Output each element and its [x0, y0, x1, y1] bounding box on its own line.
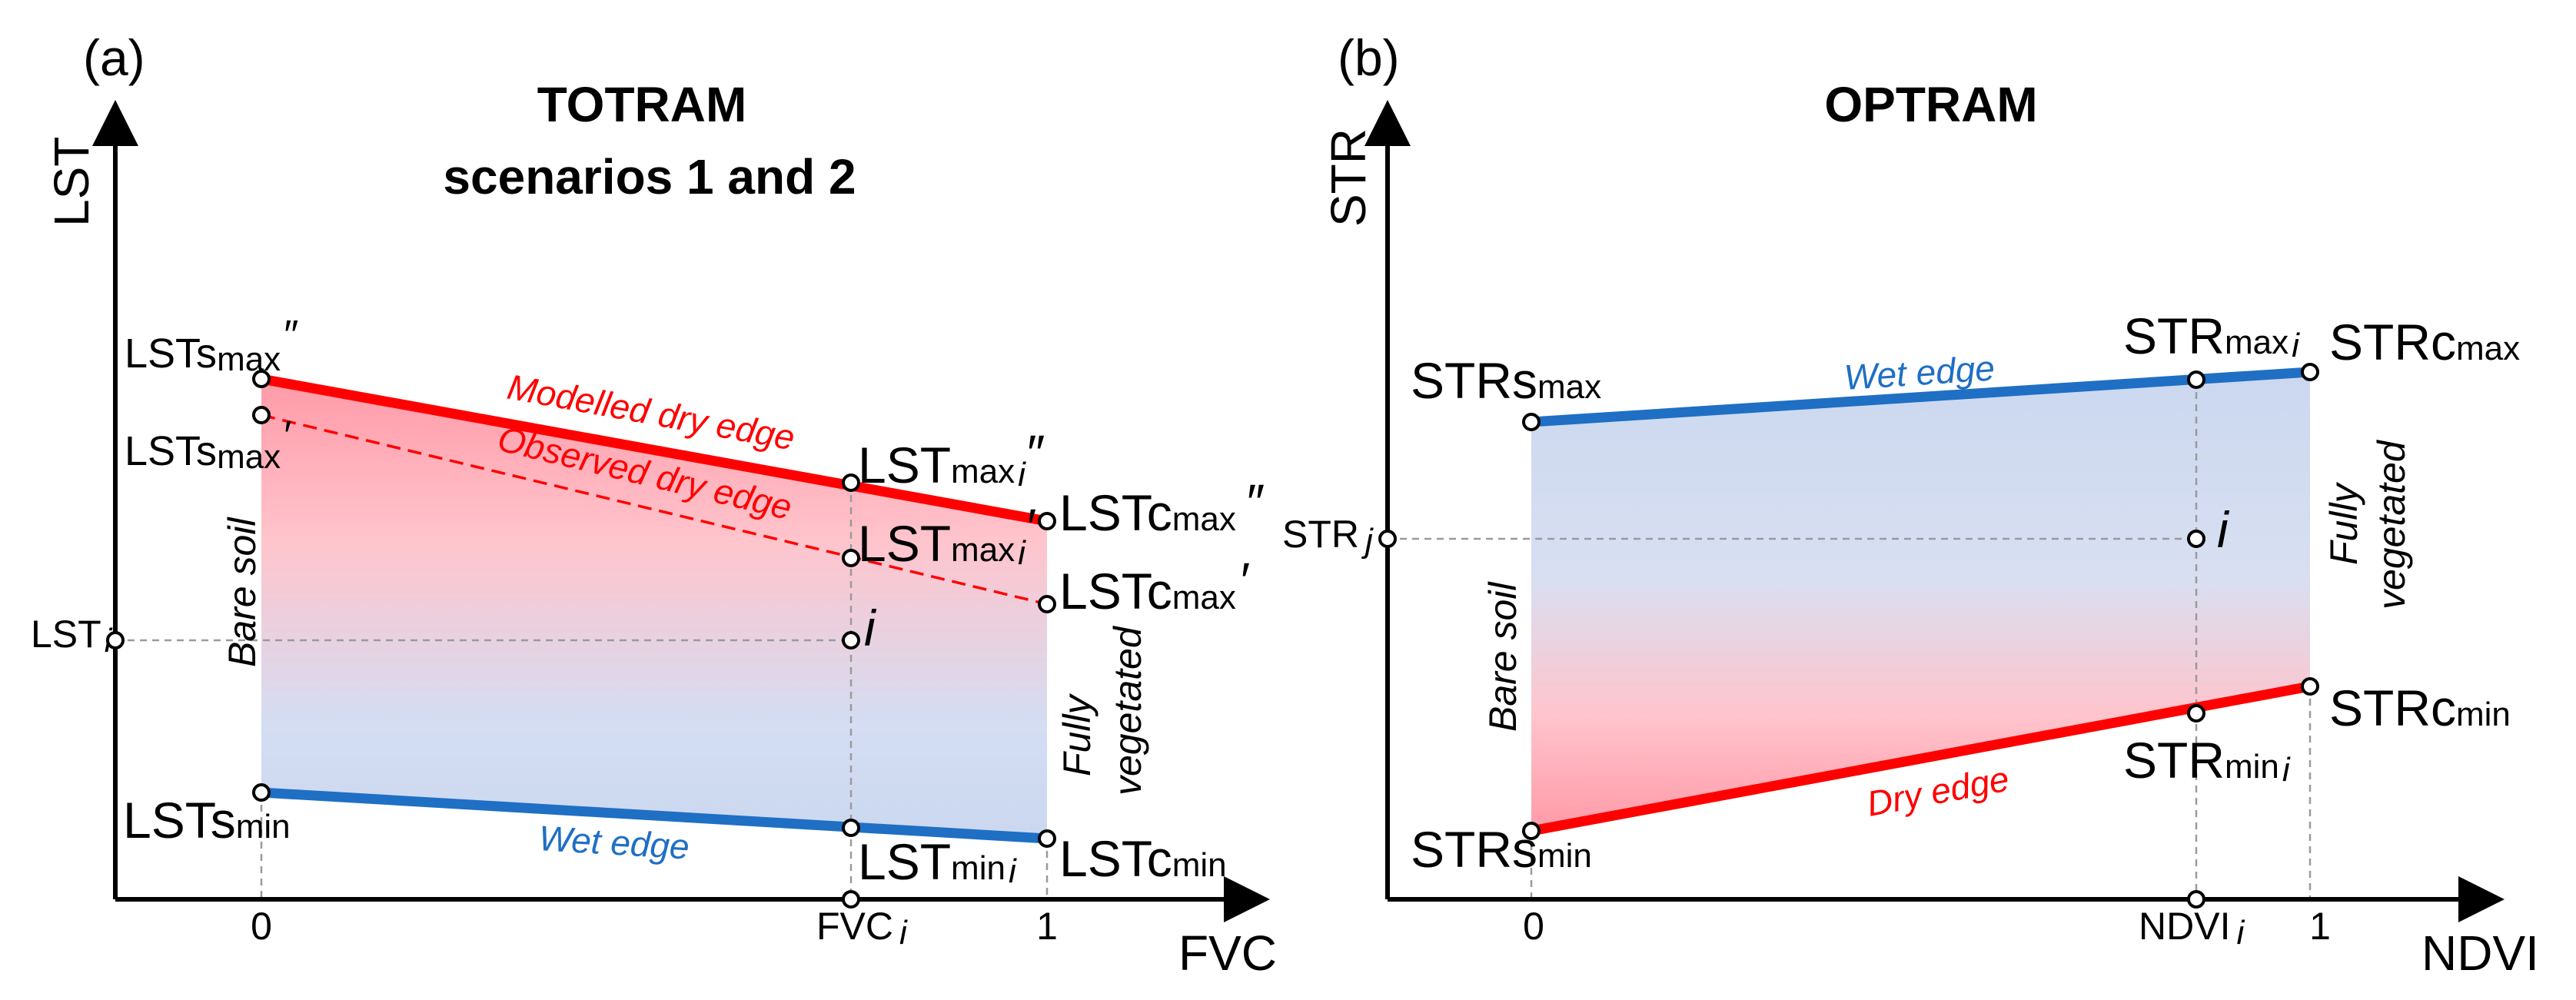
- panel-a-label-max-i2: LSTmaxi″: [858, 424, 1045, 493]
- panel-a-x-tick-1: 1: [1036, 905, 1058, 948]
- panel-b-marker-s-min: [1522, 822, 1541, 840]
- panel-b-label-max-i: STRmaxi: [2123, 307, 2300, 364]
- panel-b-label: (b): [1338, 29, 1400, 86]
- panel-b-label-s-min: STRsmin: [1411, 821, 1592, 878]
- panel-a-y-tick-i: LSTi: [31, 613, 113, 659]
- panel-a-wet-edge-label: Wet edge: [537, 818, 690, 867]
- panel-a-fully-label-line2: vegetated: [1106, 625, 1149, 796]
- panel-b-x-tick-1: 1: [2309, 905, 2331, 948]
- panel-a-bare-soil-label: Bare soil: [221, 517, 264, 667]
- panel-b-marker-max-i: [2187, 370, 2205, 389]
- panel-a-marker-y-i: [106, 631, 125, 650]
- panel-b-region: [1531, 372, 2310, 831]
- panel-b-y-axis-label: STR: [1321, 128, 1376, 227]
- panel-b-label-c-max: STRcmax: [2329, 314, 2520, 370]
- panel-a-marker-x-i: [842, 890, 860, 909]
- panel-a-title-line1: TOTRAM: [537, 77, 747, 132]
- panel-b-fully-label-line1: Fully: [2322, 481, 2365, 565]
- panel-b-marker-s-max: [1522, 413, 1541, 431]
- panel-b-marker-i: [2187, 530, 2205, 548]
- panel-b-marker-c-min: [2301, 677, 2319, 696]
- panel-b-fully-label-line2: vegetated: [2370, 439, 2413, 610]
- panel-a-label-s-max1: LSTsmax′: [125, 413, 291, 476]
- panel-b-marker-min-i: [2187, 704, 2205, 723]
- panel-b-marker-c-max: [2301, 363, 2319, 381]
- panel-b-y-tick-j: STR j: [1282, 513, 1374, 560]
- panel-a-x-tick-0: 0: [251, 905, 272, 948]
- panel-a-marker-min-i: [842, 819, 860, 837]
- panel-b-label-min-i: STRmini: [2123, 732, 2291, 789]
- panel-a-label-s-max2: LSTsmax″: [125, 312, 298, 378]
- panel-a-marker-c-min: [1038, 829, 1056, 848]
- panel-b-title: OPTRAM: [1824, 77, 2037, 132]
- panel-b-wet-edge-line: [1531, 367, 2311, 427]
- panel-a-marker-i: [842, 631, 860, 650]
- panel-a-label: (a): [83, 29, 145, 86]
- panel-a-marker-s-min: [252, 783, 271, 802]
- panel-b: (b) OPTRAM STR NDVI 0 1 NDVI i STR j Wet e…: [1282, 29, 2539, 981]
- panel-b-x-tick-i: NDVI i: [2139, 905, 2245, 952]
- panel-b-bare-soil-label: Bare soil: [1481, 581, 1524, 732]
- panel-b-x-tick-0: 0: [1523, 905, 1544, 948]
- panel-b-x-axis-label: NDVI: [2421, 925, 2539, 981]
- panel-b-marker-y-j: [1378, 530, 1397, 548]
- panel-a-label-min-i: LSTmini: [858, 833, 1017, 890]
- panel-a-marker-max-i2: [842, 473, 860, 492]
- panel-b-wet-edge-label: Wet edge: [1843, 347, 1996, 397]
- panel-b-label-s-max: STRsmax: [1411, 352, 1601, 409]
- panel-a-marker-c-max2: [1038, 512, 1056, 530]
- panel-b-label-i: i: [2217, 501, 2230, 558]
- panel-a-modelled-dry-edge-line: [260, 374, 1049, 527]
- panel-b-label-c-min: STRcmin: [2329, 679, 2511, 736]
- panel-a-label-c-max2: LSTcmax ″: [1059, 473, 1265, 541]
- panel-a-fully-label-line1: Fully: [1055, 693, 1099, 776]
- panel-a-marker-c-max1: [1038, 595, 1056, 613]
- panel-a-wet-edge-line: [261, 787, 1048, 844]
- panel-a-observed-dry-edge-line: [261, 414, 1048, 606]
- panel-b-dry-edge-line: [1530, 681, 2312, 836]
- panel-a-label-c-min: LSTcmin: [1059, 830, 1227, 887]
- panel-a: (a) TOTRAM scenarios 1 and 2 LST FVC 0 1…: [31, 29, 1277, 981]
- panel-a-title-line2: scenarios 1 and 2: [443, 149, 856, 204]
- panel-a-marker-s-max2: [252, 370, 271, 388]
- panel-a-label-max-i1: LSTmaxi′: [858, 498, 1036, 572]
- panel-a-label-s-min: LSTsmin: [123, 792, 291, 849]
- panel-b-marker-x-i: [2187, 890, 2205, 909]
- panel-a-y-axis-label: LST: [44, 137, 99, 227]
- panel-a-region: [261, 379, 1047, 839]
- panel-a-marker-s-max1: [252, 406, 271, 424]
- panel-a-label-i: i: [864, 600, 877, 656]
- panel-a-label-c-max1: LSTcmax′: [1059, 552, 1250, 620]
- panel-a-x-tick-i: FVC i: [816, 905, 908, 952]
- panel-a-x-axis-label: FVC: [1178, 925, 1277, 981]
- panel-a-marker-max-i1: [842, 549, 860, 567]
